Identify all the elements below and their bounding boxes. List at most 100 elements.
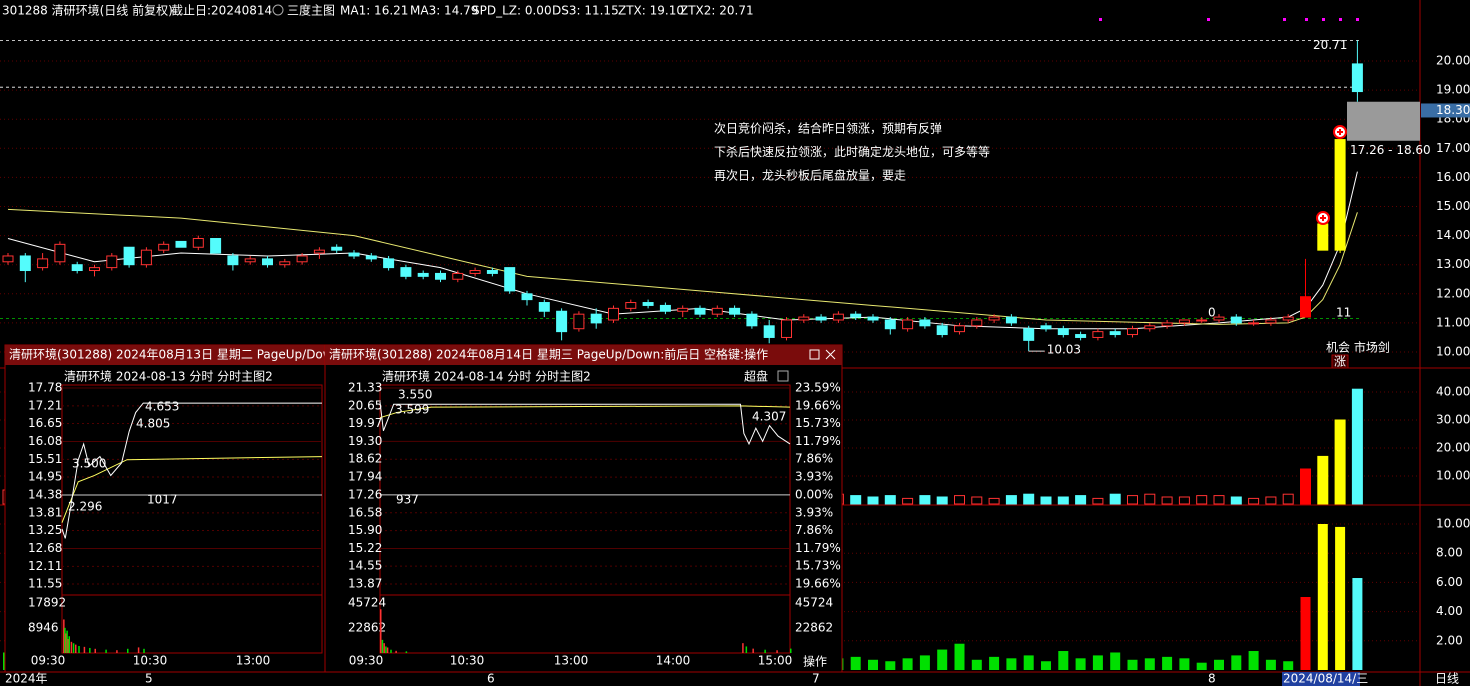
candle-body xyxy=(625,302,637,309)
candle-body xyxy=(1040,325,1052,330)
action-button[interactable]: 操作 xyxy=(803,654,827,669)
price-tick-label: 13.00 xyxy=(1436,257,1470,271)
vol-tick-label: 22862 xyxy=(795,621,833,635)
tag-text: 涨 xyxy=(1334,354,1346,369)
price-tick-label: 10.00 xyxy=(1436,345,1470,359)
date-label: 5 xyxy=(145,672,153,686)
minute-volume xyxy=(395,650,397,653)
volume-bar xyxy=(1040,496,1052,505)
volume-bar xyxy=(936,496,948,505)
close-button[interactable] xyxy=(825,349,836,360)
popup-titlebar xyxy=(325,345,842,365)
minute-volume xyxy=(63,619,65,653)
indicator-value: MA3: 14.79 xyxy=(410,4,478,18)
candle-body xyxy=(1248,322,1260,325)
price-tick-label: 16.08 xyxy=(28,434,62,448)
current-date-bg xyxy=(1282,672,1360,686)
low-label: 10.03 xyxy=(1047,343,1081,357)
pct-tick-label: 15.73% xyxy=(795,559,841,573)
indicator-bar xyxy=(868,659,878,670)
minute-volume xyxy=(89,647,91,653)
current-date: 2024/08/14/三 xyxy=(1283,672,1368,686)
candle-body xyxy=(954,325,965,333)
maximize-button[interactable] xyxy=(809,349,820,360)
pct-tick-label: 0.00% xyxy=(795,487,833,501)
pct-tick-label: 15.73% xyxy=(795,416,841,430)
price-tick-label: 16.58 xyxy=(348,505,382,519)
minute-volume xyxy=(94,648,96,653)
candle-body xyxy=(815,316,827,321)
popup-title: 清研环境(301288) 2024年08月13日 星期二 PageUp/Down xyxy=(9,347,340,362)
candle-body xyxy=(313,249,325,254)
candle-body xyxy=(919,319,931,327)
minute-volume xyxy=(116,650,118,653)
volume-bar xyxy=(1351,388,1363,505)
volume-tick-label: 40.00 xyxy=(1436,385,1470,399)
volume-bar xyxy=(1334,419,1346,505)
volume-bar xyxy=(1178,496,1190,505)
price-zone xyxy=(1347,101,1420,141)
zone-label: 17.26 - 18.60 xyxy=(1350,143,1431,157)
candle-body xyxy=(556,310,568,333)
candle-body xyxy=(469,270,481,274)
minute-volume xyxy=(776,650,778,653)
indicator-bar xyxy=(1041,661,1051,670)
indicator-bar xyxy=(1214,659,1224,670)
minute-volume xyxy=(127,648,129,653)
badge-icon[interactable] xyxy=(777,370,789,382)
pct-tick-label: 7.86% xyxy=(795,452,833,466)
price-tick-label: 14.55 xyxy=(348,559,382,573)
indicator-bar xyxy=(885,661,896,670)
popup-titlebar xyxy=(5,345,325,365)
candle-body xyxy=(158,243,170,251)
candle-body xyxy=(1196,319,1208,322)
price-tick-label: 17.78 xyxy=(28,381,62,395)
minute-price-line xyxy=(379,401,791,446)
indicator-bar xyxy=(1300,597,1311,670)
candle-body xyxy=(1075,334,1087,338)
price-tick-label: 19.00 xyxy=(1436,83,1470,97)
price-tick-label: 14.95 xyxy=(28,470,62,484)
indicator-tick-label: 6.00 xyxy=(1436,575,1463,589)
indicator-bar xyxy=(1127,659,1138,670)
template-icon[interactable] xyxy=(272,4,284,16)
price-tick-label: 15.00 xyxy=(1436,199,1470,213)
header-cutoff: 截止日:20240814 xyxy=(171,4,272,18)
popup-note: 3.500 xyxy=(72,457,106,471)
candle-body xyxy=(19,255,31,272)
price-tick-label: 17.94 xyxy=(348,470,382,484)
candle-body xyxy=(504,267,516,292)
signal-plus xyxy=(1337,129,1343,135)
pct-tick-label: 19.66% xyxy=(795,398,841,412)
popup-subtitle: 清研环境 2024-08-13 分时 分时主图2 xyxy=(64,369,273,384)
candle-body xyxy=(521,293,533,301)
period-label: 日线 xyxy=(1435,672,1459,686)
signal-text: 机会 市场剑 xyxy=(1326,340,1390,355)
candle-body xyxy=(262,258,273,266)
volume-bar xyxy=(919,495,931,505)
candle-body xyxy=(1161,322,1173,327)
minute-volume xyxy=(742,643,744,653)
popup-note: 3.550 xyxy=(398,388,432,402)
date-label: 2024年 xyxy=(5,672,48,686)
candle-body xyxy=(590,313,602,324)
indicator-bar xyxy=(1162,656,1173,670)
volume-bar xyxy=(1265,496,1277,505)
pct-tick-label: 11.79% xyxy=(795,541,841,555)
minute-volume xyxy=(380,609,382,653)
indicator-bar xyxy=(1092,655,1103,670)
volume-bar xyxy=(1161,496,1173,505)
price-tick-label: 15.90 xyxy=(348,523,382,537)
candle-body xyxy=(1178,319,1190,324)
indicator-bar xyxy=(1023,655,1034,670)
price-tick-label: 14.00 xyxy=(1436,228,1470,242)
badge: 超盘 xyxy=(744,369,768,384)
minute-volume xyxy=(390,649,392,653)
indicator-bar xyxy=(1248,651,1259,670)
price-tick-label: 17.00 xyxy=(1436,141,1470,155)
indicator-bar xyxy=(1265,659,1276,670)
vol-tick-label: 8946 xyxy=(28,621,59,635)
indicator-bar xyxy=(1075,658,1086,670)
minute-volume xyxy=(105,649,107,653)
